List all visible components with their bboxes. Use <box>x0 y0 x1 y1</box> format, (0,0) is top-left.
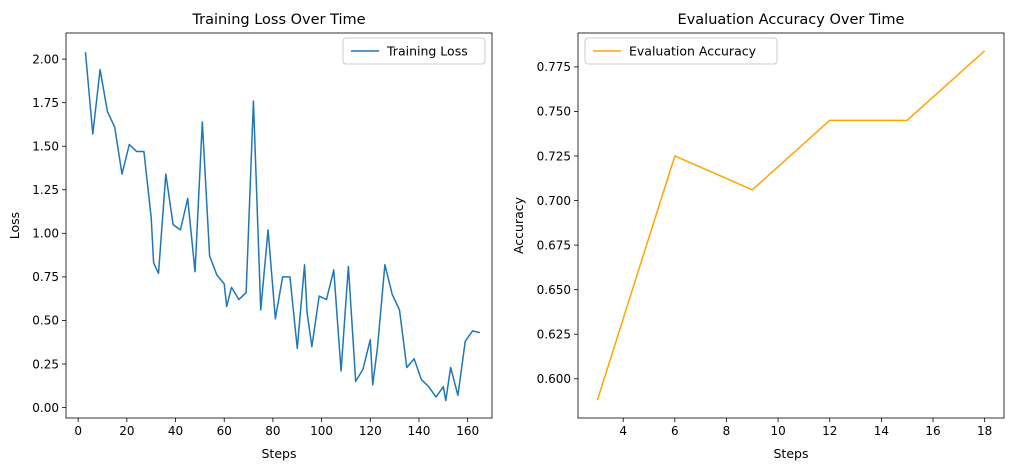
series-line-accuracy <box>596 50 986 401</box>
legend: Training Loss <box>342 37 486 65</box>
x-tick-label: 120 <box>359 424 382 438</box>
series-line-loss <box>84 52 481 402</box>
x-tick-label: 100 <box>310 424 333 438</box>
x-axis-label: Steps <box>262 446 297 461</box>
x-tick-label: 6 <box>671 424 679 438</box>
y-tick-label: 0.625 <box>537 328 571 342</box>
x-tick-label: 160 <box>456 424 479 438</box>
y-tick-label: 0.00 <box>32 401 59 415</box>
y-tick-label: 0.25 <box>32 357 59 371</box>
training-loss-chart: Training Loss Over Time 0 20 40 60 80 100 120 14… <box>7 12 493 461</box>
legend-label: Training Loss <box>386 44 468 59</box>
x-tick-label: 10 <box>770 424 785 438</box>
y-tick-label: 0.725 <box>537 149 571 163</box>
x-tick-label: 0 <box>74 424 82 438</box>
y-axis-label: Loss <box>7 212 22 239</box>
y-tick-label: 1.00 <box>32 227 59 241</box>
y-tick-label: 1.50 <box>32 140 59 154</box>
legend-label: Evaluation Accuracy <box>629 44 757 59</box>
x-tick-label: 12 <box>822 424 837 438</box>
y-tick-label: 1.75 <box>32 96 59 110</box>
evaluation-accuracy-chart: Evaluation Accuracy Over Time 4 6 8 10 12 14 16… <box>511 12 1005 461</box>
x-tick-label: 14 <box>874 424 889 438</box>
y-axis-label: Accuracy <box>511 196 526 254</box>
chart-title: Evaluation Accuracy Over Time <box>678 12 905 28</box>
y-tick-label: 0.600 <box>537 372 571 386</box>
legend: Evaluation Accuracy <box>584 37 778 65</box>
y-tick-label: 0.750 <box>537 105 571 119</box>
x-tick-label: 4 <box>619 424 627 438</box>
x-tick-label: 140 <box>408 424 431 438</box>
x-tick-label: 16 <box>925 424 940 438</box>
legend-box <box>342 37 486 65</box>
plot-frame <box>65 32 493 419</box>
plot-frame <box>577 32 1005 419</box>
y-tick-label: 1.25 <box>32 183 59 197</box>
y-tick-label: 0.650 <box>537 283 571 297</box>
x-tick-label: 60 <box>217 424 232 438</box>
x-axis-label: Steps <box>774 446 809 461</box>
x-tick-label: 80 <box>265 424 280 438</box>
x-tick-label: 18 <box>977 424 992 438</box>
y-tick-label: 0.775 <box>537 60 571 74</box>
y-tick-label: 0.50 <box>32 314 59 328</box>
y-tick-label: 2.00 <box>32 52 59 66</box>
y-tick-label: 0.700 <box>537 194 571 208</box>
y-tick-label: 0.75 <box>32 270 59 284</box>
x-tick-label: 20 <box>119 424 134 438</box>
x-tick-label: 40 <box>168 424 183 438</box>
chart-title: Training Loss Over Time <box>191 12 365 28</box>
legend-box <box>584 37 778 65</box>
x-tick-label: 8 <box>723 424 731 438</box>
y-tick-label: 0.675 <box>537 238 571 252</box>
